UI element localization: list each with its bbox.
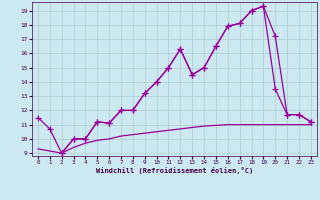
X-axis label: Windchill (Refroidissement éolien,°C): Windchill (Refroidissement éolien,°C)	[96, 167, 253, 174]
